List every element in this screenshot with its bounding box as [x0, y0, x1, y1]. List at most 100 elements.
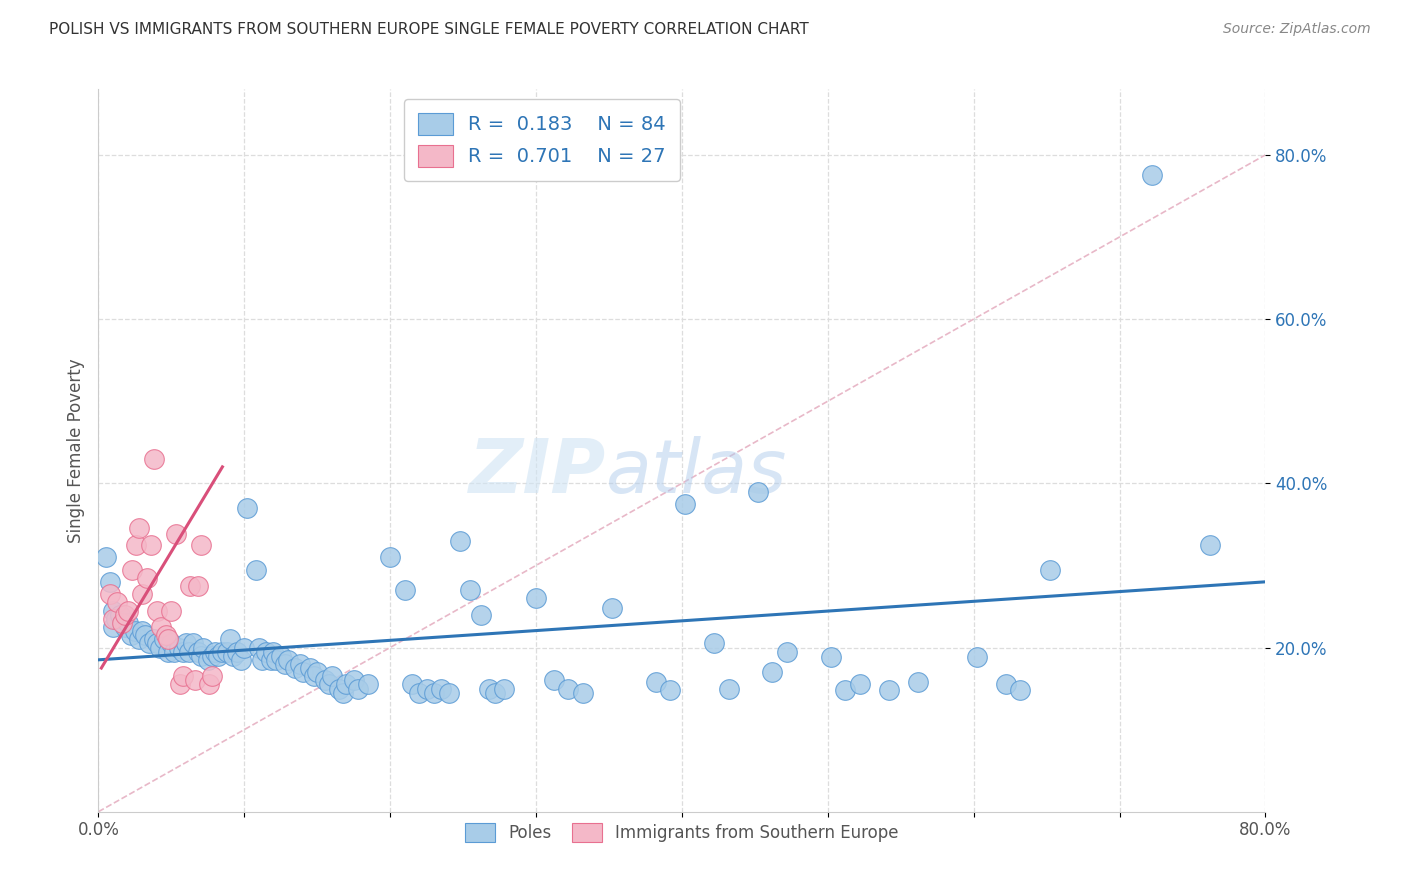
Point: [460, 582, 482, 597]
Point: [121, 562, 143, 576]
Point: [157, 632, 180, 647]
Point: [401, 677, 423, 691]
Point: [218, 632, 240, 647]
Point: [332, 686, 354, 700]
Point: [181, 636, 204, 650]
Point: [277, 653, 299, 667]
Point: [557, 681, 579, 696]
Text: POLISH VS IMMIGRANTS FROM SOUTHERN EUROPE SINGLE FEMALE POVERTY CORRELATION CHAR: POLISH VS IMMIGRANTS FROM SOUTHERN EUROP…: [49, 22, 808, 37]
Point: [1038, 562, 1060, 576]
Point: [288, 657, 311, 671]
Point: [149, 640, 172, 655]
Point: [543, 673, 565, 688]
Point: [347, 681, 370, 696]
Point: [247, 640, 270, 655]
Point: [138, 636, 160, 650]
Point: [408, 686, 430, 700]
Point: [153, 632, 176, 647]
Point: [314, 673, 336, 688]
Point: [994, 677, 1017, 691]
Point: [165, 527, 187, 541]
Point: [304, 669, 326, 683]
Point: [120, 628, 142, 642]
Point: [174, 636, 197, 650]
Point: [907, 675, 929, 690]
Point: [231, 653, 253, 667]
Point: [190, 538, 212, 552]
Point: [197, 653, 219, 667]
Point: [703, 636, 725, 650]
Point: [187, 645, 209, 659]
Point: [146, 603, 169, 617]
Point: [318, 677, 340, 691]
Point: [114, 620, 136, 634]
Point: [198, 677, 221, 691]
Point: [187, 579, 209, 593]
Point: [142, 451, 165, 466]
Point: [201, 648, 224, 663]
Point: [747, 484, 769, 499]
Point: [134, 628, 156, 642]
Point: [1140, 169, 1163, 183]
Point: [834, 683, 856, 698]
Point: [128, 521, 150, 535]
Point: [183, 673, 205, 688]
Point: [262, 645, 284, 659]
Point: [717, 681, 740, 696]
Point: [236, 500, 259, 515]
Point: [207, 648, 229, 663]
Text: Source: ZipAtlas.com: Source: ZipAtlas.com: [1223, 22, 1371, 37]
Point: [274, 657, 297, 671]
Point: [307, 665, 329, 680]
Point: [335, 677, 357, 691]
Point: [160, 603, 183, 617]
Point: [1010, 683, 1032, 698]
Point: [966, 650, 988, 665]
Point: [142, 632, 165, 647]
Point: [233, 640, 256, 655]
Point: [98, 574, 121, 589]
Point: [449, 533, 471, 548]
Point: [270, 648, 292, 663]
Point: [1199, 538, 1222, 552]
Point: [673, 497, 696, 511]
Point: [172, 645, 194, 659]
Point: [179, 579, 201, 593]
Point: [125, 538, 148, 552]
Point: [215, 645, 238, 659]
Point: [571, 686, 593, 700]
Point: [177, 645, 200, 659]
Point: [394, 582, 416, 597]
Legend: Poles, Immigrants from Southern Europe: Poles, Immigrants from Southern Europe: [454, 812, 910, 854]
Point: [117, 603, 139, 617]
Point: [190, 648, 212, 663]
Point: [484, 686, 506, 700]
Point: [211, 645, 233, 659]
Text: ZIP: ZIP: [468, 435, 606, 508]
Point: [761, 665, 783, 680]
Point: [131, 587, 153, 601]
Point: [98, 587, 121, 601]
Point: [117, 615, 139, 630]
Point: [492, 681, 515, 696]
Point: [470, 607, 492, 622]
Point: [437, 686, 460, 700]
Point: [131, 624, 153, 639]
Point: [226, 645, 249, 659]
Point: [659, 683, 682, 698]
Point: [101, 612, 124, 626]
Point: [150, 620, 173, 634]
Point: [114, 607, 136, 622]
Point: [169, 677, 191, 691]
Point: [298, 661, 321, 675]
Point: [163, 645, 186, 659]
Point: [415, 681, 437, 696]
Point: [101, 620, 124, 634]
Point: [357, 677, 380, 691]
Point: [284, 661, 307, 675]
Point: [266, 653, 288, 667]
Point: [128, 632, 150, 647]
Point: [430, 681, 453, 696]
Point: [160, 636, 183, 650]
Point: [321, 669, 343, 683]
